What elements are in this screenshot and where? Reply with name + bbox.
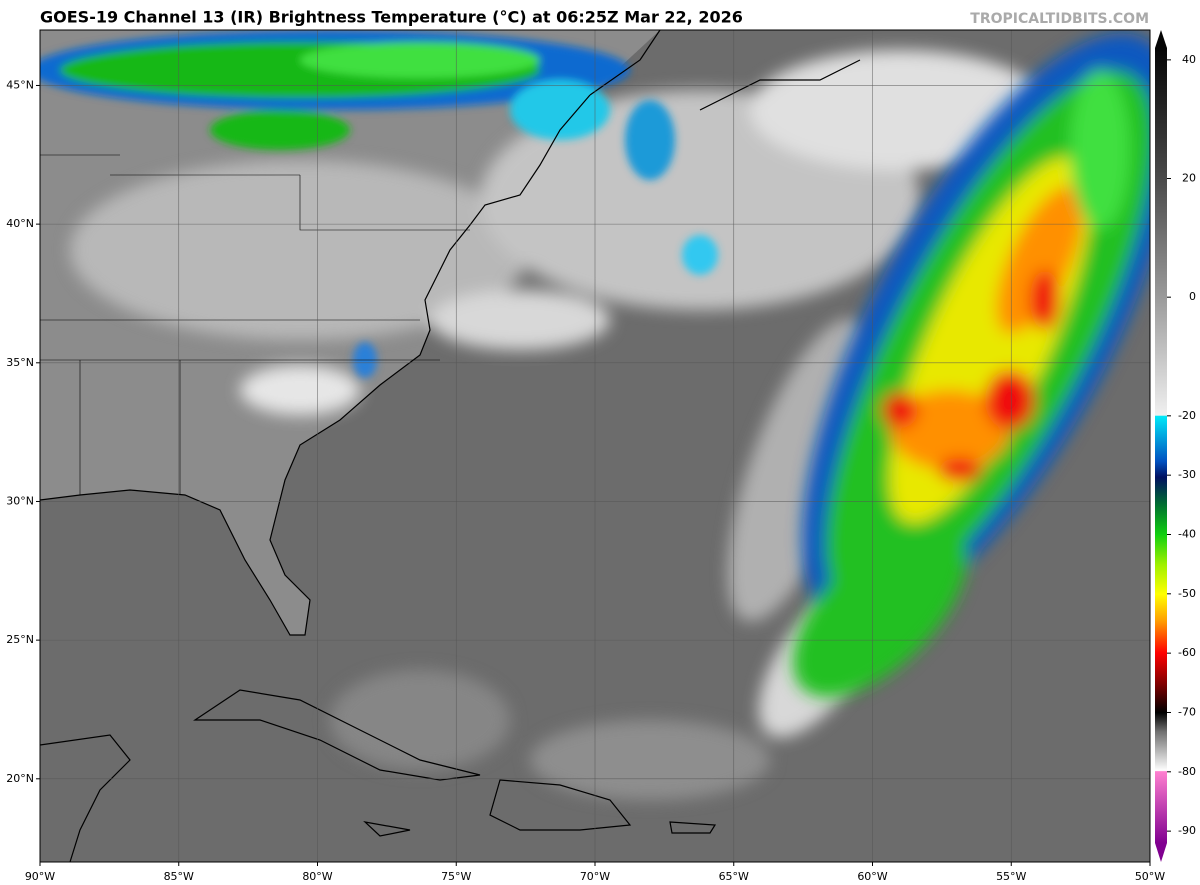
lon-label: 85°W (164, 870, 194, 883)
lat-label: 35°N (6, 356, 34, 369)
lon-label: 55°W (996, 870, 1026, 883)
title: GOES-19 Channel 13 (IR) Brightness Tempe… (40, 8, 743, 27)
colorbar-tick-label: -60 (1178, 646, 1196, 659)
colorbar-tick-label: -70 (1178, 705, 1196, 718)
colorbar-tick-label: 20 (1182, 172, 1196, 185)
colorbar-tick-label: -30 (1178, 468, 1196, 481)
colorbar-top-extension (1155, 30, 1167, 48)
colorbar-tick-label: -50 (1178, 587, 1196, 600)
lat-label: 40°N (6, 217, 34, 230)
colorbar-tick-label: -80 (1178, 765, 1196, 778)
lon-label: 80°W (302, 870, 332, 883)
lon-label: 65°W (719, 870, 749, 883)
colorbar-tick-label: -40 (1178, 527, 1196, 540)
colorbar (1155, 30, 1167, 862)
graticule (39, 30, 1151, 862)
lat-label: 30°N (6, 494, 34, 507)
coastlines (40, 30, 861, 862)
lat-label: 45°N (6, 78, 34, 91)
colorbar-tick-label: 40 (1182, 53, 1196, 66)
colorbar-tick-label: 0 (1189, 290, 1196, 303)
lon-label: 50°W (1135, 870, 1165, 883)
lon-label: 70°W (580, 870, 610, 883)
colorbar-tick-label: -90 (1178, 824, 1196, 837)
colorbar-tick-label: -20 (1178, 409, 1196, 422)
imagery (40, 30, 1150, 862)
lat-label: 25°N (6, 633, 34, 646)
lon-label: 75°W (441, 870, 471, 883)
lon-label: 60°W (857, 870, 887, 883)
colorbar-bottom-extension (1155, 843, 1167, 862)
lon-label: 90°W (25, 870, 55, 883)
credit: TROPICALTIDBITS.COM (970, 11, 1149, 27)
lat-label: 20°N (6, 772, 34, 785)
colorbar-bar (1155, 48, 1167, 843)
